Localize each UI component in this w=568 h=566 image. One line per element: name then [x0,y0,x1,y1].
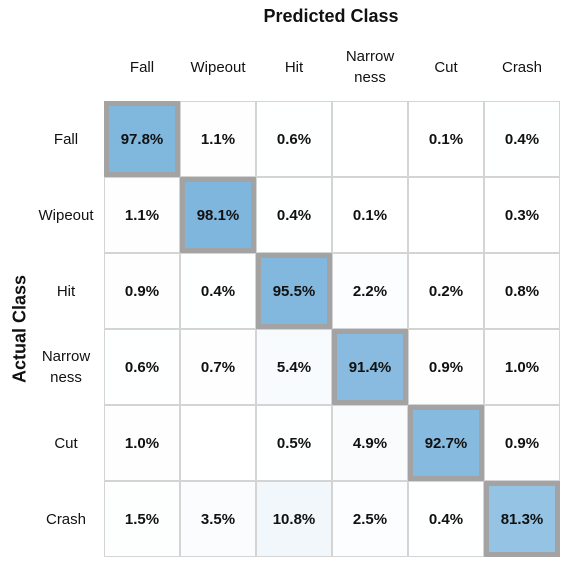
matrix-cell: 1.5% [104,481,180,557]
matrix-cell: 0.2% [408,253,484,329]
cell-value: 0.9% [428,358,464,376]
cell-value: 0.5% [276,434,312,452]
matrix-cell: 1.0% [104,405,180,481]
cell-value: 1.0% [124,434,160,452]
matrix-cell [180,405,256,481]
matrix-cell-diagonal: 97.8% [104,101,180,177]
matrix-cell: 0.6% [104,329,180,405]
matrix-cell: 0.9% [408,329,484,405]
matrix-cell: 0.6% [256,101,332,177]
cell-value: 95.5% [272,282,316,300]
cell-value: 1.5% [124,510,160,528]
cell-value: 3.5% [200,510,236,528]
matrix-cell: 4.9% [332,405,408,481]
matrix-cell-diagonal: 95.5% [256,253,332,329]
cell-value: 91.4% [348,358,392,376]
cell-value: 2.5% [352,510,388,528]
matrix-cell [408,177,484,253]
cell-value: 0.3% [504,206,540,224]
matrix-cell: 0.4% [484,101,560,177]
cell-value: 81.3% [500,510,544,528]
cell-value: 0.9% [124,282,160,300]
column-header: Cut [434,58,458,76]
row-header: Fall [53,130,79,148]
cell-value: 2.2% [352,282,388,300]
cell-value: 1.1% [200,130,236,148]
row-header: Wipeout [38,206,94,224]
cell-value: 98.1% [196,206,240,224]
column-header: Crash [501,58,542,76]
cell-value: 1.1% [124,206,160,224]
cell-value: 0.4% [504,130,540,148]
cell-value: 4.9% [352,434,388,452]
matrix-cell: 0.1% [332,177,408,253]
matrix-cell: 10.8% [256,481,332,557]
matrix-cell: 2.5% [332,481,408,557]
cell-value: 5.4% [276,358,312,376]
chart-title: Predicted Class [263,6,399,26]
cell-value: 97.8% [120,130,164,148]
matrix-cell: 0.9% [484,405,560,481]
column-header: Narrow ness [345,48,395,86]
matrix-cell-diagonal: 81.3% [484,481,560,557]
cell-value: 0.2% [428,282,464,300]
column-header: Hit [284,58,304,76]
matrix-cell: 0.9% [104,253,180,329]
cell-value: 0.6% [276,130,312,148]
matrix-cell [332,101,408,177]
row-header: Hit [56,282,76,300]
row-header: Cut [54,434,78,452]
row-header: Crash [45,510,86,528]
matrix-cell: 0.4% [256,177,332,253]
cell-value: 0.9% [504,434,540,452]
cell-value: 0.4% [428,510,464,528]
matrix-cell: 0.1% [408,101,484,177]
row-header: Narrow ness [41,348,91,386]
matrix-cell: 0.7% [180,329,256,405]
matrix-cell: 0.5% [256,405,332,481]
cell-value: 0.7% [200,358,236,376]
matrix-cell: 3.5% [180,481,256,557]
cell-value: 0.4% [200,282,236,300]
cell-value: 0.6% [124,358,160,376]
cell-value: 0.1% [428,130,464,148]
matrix-cell: 0.4% [408,481,484,557]
matrix-cell: 0.8% [484,253,560,329]
matrix-cell: 0.3% [484,177,560,253]
column-header: Wipeout [190,58,246,76]
cell-value: 0.8% [504,282,540,300]
matrix-cell: 0.4% [180,253,256,329]
cell-value: 1.0% [504,358,540,376]
cell-value: 92.7% [424,434,468,452]
cell-value: 0.4% [276,206,312,224]
matrix-cell: 1.1% [104,177,180,253]
cell-value: 0.1% [352,206,388,224]
cell-value: 10.8% [272,510,316,528]
matrix-cell: 5.4% [256,329,332,405]
matrix-cell: 1.0% [484,329,560,405]
matrix-cell-diagonal: 98.1% [180,177,256,253]
matrix-cell-diagonal: 92.7% [408,405,484,481]
matrix-cell-diagonal: 91.4% [332,329,408,405]
column-header: Fall [129,58,155,76]
matrix-cell: 2.2% [332,253,408,329]
matrix-cell: 1.1% [180,101,256,177]
